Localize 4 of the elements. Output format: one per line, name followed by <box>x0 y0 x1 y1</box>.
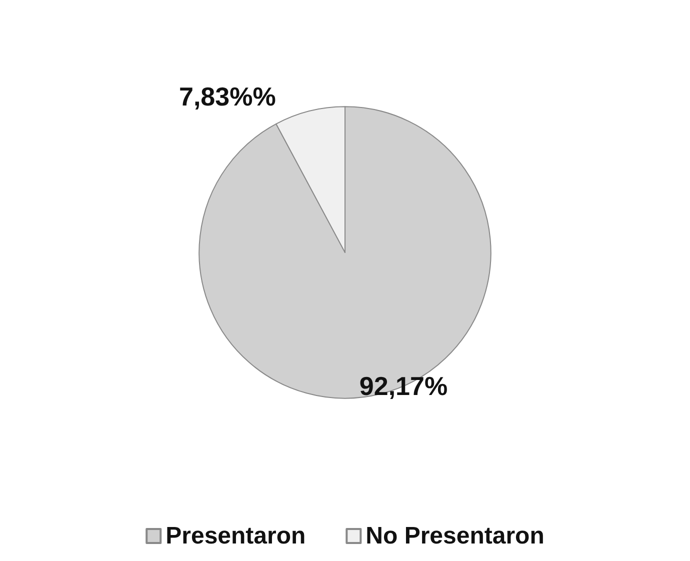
data-label: 92,17% <box>359 371 448 402</box>
legend-label: No Presentaron <box>366 522 544 550</box>
legend-label: Presentaron <box>166 522 306 550</box>
data-label: 7,83%% <box>178 81 276 112</box>
